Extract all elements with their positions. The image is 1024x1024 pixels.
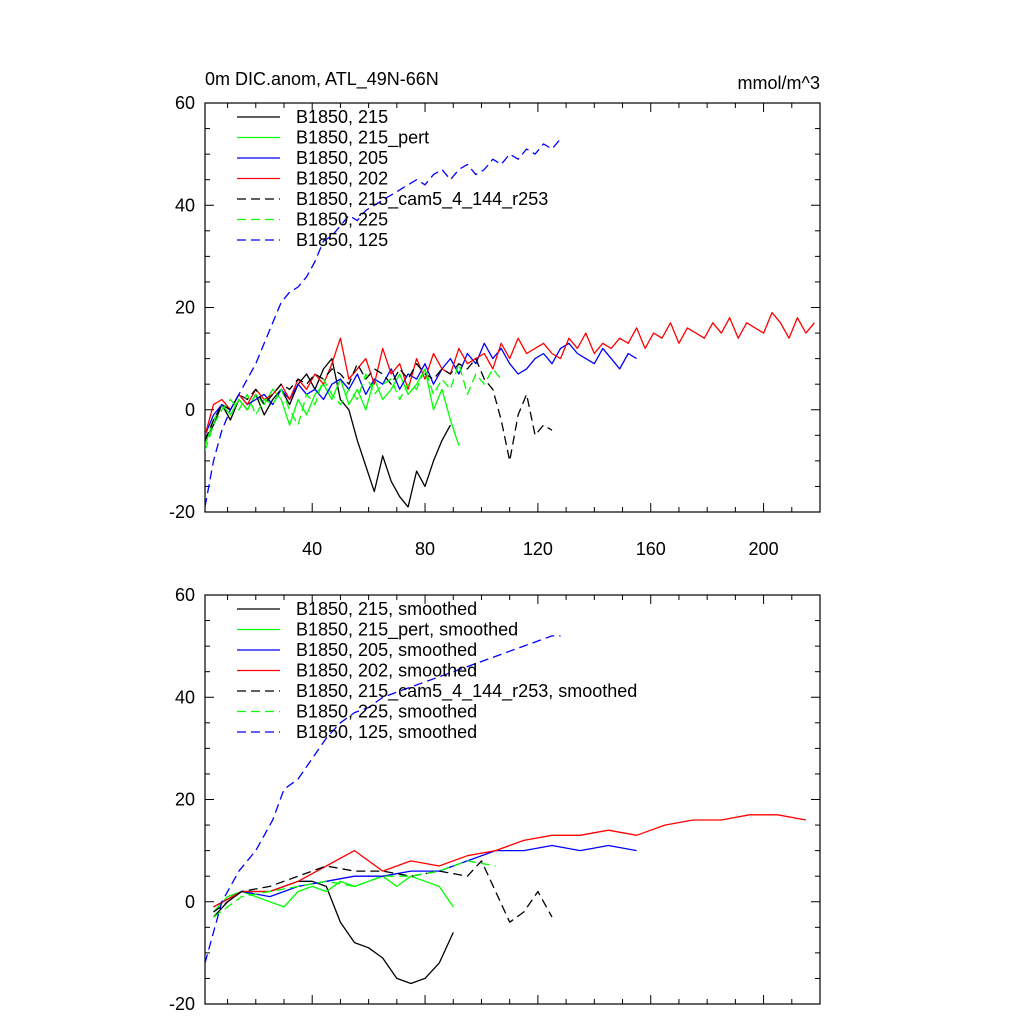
- chart-title: 0m DIC.anom, ATL_49N-66N: [205, 69, 439, 90]
- units-label: mmol/m^3: [738, 73, 820, 93]
- series-line-6: [205, 138, 561, 508]
- y-tick-label: 0: [185, 892, 195, 912]
- legend-label: B1850, 225: [296, 210, 388, 230]
- y-tick-label: 60: [175, 585, 195, 605]
- y-tick-label: 40: [175, 687, 195, 707]
- series-line-2: [213, 844, 637, 908]
- series-line-1: [205, 368, 460, 446]
- y-tick-label: 60: [175, 93, 195, 113]
- legend-label: B1850, 202: [296, 169, 388, 189]
- series-line-0: [205, 357, 451, 508]
- y-tick-label: 20: [175, 298, 195, 318]
- y-tick-label: -20: [169, 502, 195, 522]
- x-tick-label: 120: [523, 539, 553, 559]
- x-tick-label: 200: [749, 539, 779, 559]
- legend-label: B1850, 205, smoothed: [296, 640, 477, 660]
- series-line-4: [213, 860, 553, 923]
- y-tick-label: -20: [169, 994, 195, 1014]
- series-line-5: [213, 860, 496, 918]
- legend-label: B1850, 215_cam5_4_144_r253: [296, 189, 548, 210]
- legend-label: B1850, 215: [296, 107, 388, 127]
- legend-label: B1850, 215_pert: [296, 128, 429, 149]
- y-tick-label: 20: [175, 790, 195, 810]
- legend-label: B1850, 215_pert, smoothed: [296, 620, 518, 641]
- x-tick-label: 40: [302, 539, 322, 559]
- series-line-6: [205, 635, 561, 964]
- series-line-3: [205, 311, 815, 436]
- legend-label: B1850, 215, smoothed: [296, 599, 477, 619]
- series-line-2: [205, 342, 637, 436]
- legend-label: B1850, 225, smoothed: [296, 702, 477, 722]
- legend-label: B1850, 215_cam5_4_144_r253, smoothed: [296, 681, 637, 702]
- y-tick-label: 40: [175, 195, 195, 215]
- series-line-0: [213, 880, 454, 985]
- legend-label: B1850, 202, smoothed: [296, 661, 477, 681]
- series-line-1: [213, 875, 454, 913]
- x-tick-label: 80: [415, 539, 435, 559]
- top-panel: -20 0 20 40 60 40 80 120 160 200 0m DIC.anom, ATL_…: [169, 69, 821, 559]
- legend-label: B1850, 125: [296, 230, 388, 250]
- y-tick-label: 0: [185, 400, 195, 420]
- x-tick-label: 160: [636, 539, 666, 559]
- series-line-5: [205, 363, 502, 451]
- legend-label: B1850, 125, smoothed: [296, 722, 477, 742]
- legend-label: B1850, 205: [296, 148, 388, 168]
- series-line-3: [213, 814, 807, 908]
- series-line-4: [205, 357, 553, 462]
